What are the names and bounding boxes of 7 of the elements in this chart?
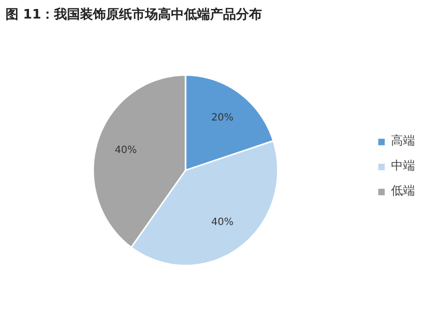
legend-label: 中端 [391, 158, 415, 174]
legend-label: 低端 [391, 182, 415, 200]
legend-label: 高端 [391, 132, 415, 150]
data-label: 20% [211, 112, 234, 124]
data-label: 40% [114, 144, 137, 156]
chart-title: 图 11：我国装饰原纸市场高中低端产品分布 [6, 6, 262, 22]
data-label: 40% [211, 217, 234, 228]
